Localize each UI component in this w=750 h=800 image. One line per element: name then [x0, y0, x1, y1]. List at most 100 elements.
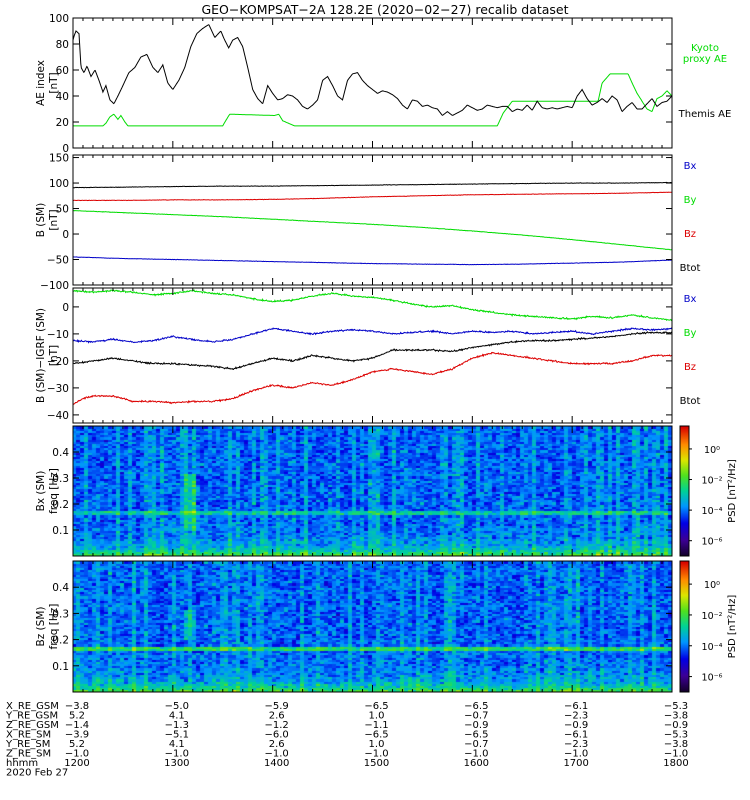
legend-by: By: [684, 195, 697, 206]
ephemeris-value: 2.6: [269, 739, 285, 750]
colorbar-tick-label: 10⁻²: [702, 611, 723, 622]
ylabel-bottom: [nT]: [48, 209, 60, 230]
ephemeris-value: −6.0: [265, 730, 289, 741]
ephemeris-value: 1.0: [369, 711, 385, 722]
series-by: [73, 209, 672, 251]
ephemeris-value: −1.0: [364, 749, 388, 760]
ephemeris-table: X_RE_GSM −3.8 −5.0 −5.9 −6.5 −6.5 −6.1 −5.3 Y_RE…: [5, 701, 689, 779]
ephemeris-value: −6.5: [364, 730, 388, 741]
ylabel-bottom: [nT]: [48, 72, 60, 93]
ephemeris-value: −6.5: [364, 701, 388, 712]
y-tick-label: −40: [47, 410, 69, 422]
legend-kyoto-proxy-ae: proxy AE: [683, 54, 727, 65]
series-kyoto-proxy-ae: [73, 73, 672, 127]
y-tick-label: 0.2: [52, 499, 69, 511]
colorbar-tick-label: 10⁻⁴: [702, 506, 723, 517]
ephemeris-value: −1.4: [65, 720, 89, 731]
ephemeris-label: Z_RE_GSM: [6, 720, 59, 731]
ephemeris-value: −5.3: [664, 730, 688, 741]
y-tick-label: 0: [62, 302, 69, 314]
ylabel-top: B (SM)−IGRF (SM): [35, 308, 47, 403]
ephemeris-value: −0.9: [664, 720, 688, 731]
legend-kyoto-proxy-ae: Kyoto: [691, 43, 719, 54]
panel-frame: [72, 17, 673, 149]
y-tick-label: 60: [56, 65, 69, 77]
y-tick-label: 50: [56, 204, 69, 216]
y-tick-label: 0.3: [52, 473, 69, 485]
ylabel-top: Bx (SM): [35, 471, 47, 512]
ephemeris-value: −0.9: [564, 720, 588, 731]
ephemeris-value: 1700: [563, 758, 588, 769]
ephemeris-value: 1300: [164, 758, 189, 769]
ephemeris-label: hhmm: [6, 758, 38, 769]
ephemeris-value: −2.3: [564, 711, 588, 722]
ylabel-bottom: freq [Hz]: [48, 604, 60, 650]
colorbar-label: PSD [nT²/Hz]: [727, 459, 738, 523]
ephemeris-value: −3.9: [65, 730, 89, 741]
ylabel-top: AE index: [35, 60, 47, 106]
ephemeris-value: 1800: [663, 758, 688, 769]
colorbar-tick-label: 10⁰: [704, 445, 720, 456]
ephemeris-label: Z_RE_SM: [6, 749, 51, 760]
ylabel-top: B (SM): [35, 203, 47, 237]
colorbar-bx_psd: [680, 426, 689, 556]
ephemeris-value: 1200: [64, 758, 89, 769]
ephemeris-value: −1.0: [165, 749, 189, 760]
y-tick-label: −10: [47, 329, 69, 341]
ephemeris-value: 2.6: [269, 711, 285, 722]
panel-bz_psd: 10⁰ 10⁻² 10⁻⁴ 10⁻⁶ PSD [nT²/Hz] 0.1 0.2 0.3 0.4 B…: [35, 560, 738, 693]
y-tick-label: 0.3: [52, 608, 69, 620]
legend-bx: Bx: [684, 161, 697, 172]
ephemeris-value: 5.2: [69, 711, 85, 722]
ephemeris-value: −1.0: [265, 749, 289, 760]
y-tick-label: 0.1: [52, 661, 69, 673]
ephemeris-value: −1.0: [65, 749, 89, 760]
series-btot: [73, 181, 672, 189]
ephemeris-value: 1500: [364, 758, 389, 769]
ephemeris-value: 4.1: [169, 739, 185, 750]
y-tick-label: 100: [49, 178, 69, 190]
ephemeris-value: −5.9: [265, 701, 289, 712]
chart-title: GEO−KOMPSAT−2A 128.2E (2020−02−27) recal…: [201, 2, 568, 17]
panel-b_igrf: Bx By Bz Btot −40 −30 −20 −10 0 B (SM)−IGRF (SM)[…: [35, 287, 701, 424]
ephemeris-value: −0.9: [464, 720, 488, 731]
series-bz: [73, 351, 672, 406]
legend-by: By: [684, 328, 697, 339]
ephemeris-value: −0.7: [464, 739, 488, 750]
ephemeris-value: 1.0: [369, 739, 385, 750]
ephemeris-value: 5.2: [69, 739, 85, 750]
ephemeris-label: X_RE_GSM: [6, 701, 59, 712]
legend-btot: Btot: [680, 263, 701, 274]
ylabel-bottom: freq [Hz]: [48, 468, 60, 514]
colorbar-tick-label: 10⁻⁶: [702, 537, 723, 548]
y-tick-label: 40: [56, 91, 69, 103]
colorbar-bz_psd: [680, 561, 689, 692]
ephemeris-value: −1.0: [564, 749, 588, 760]
ephemeris-value: −6.1: [564, 701, 588, 712]
ephemeris-label: X_RE_SM: [6, 730, 51, 741]
series-bz: [73, 191, 672, 202]
y-tick-label: 0: [62, 143, 69, 155]
legend-bz: Bz: [684, 229, 696, 240]
y-tick-label: 0.2: [52, 635, 69, 647]
y-tick-label: −100: [40, 280, 69, 292]
series-themis-ae: [73, 24, 672, 116]
panel-frame: [72, 425, 673, 557]
ephemeris-value: 4.1: [169, 711, 185, 722]
panel-bx_psd: 10⁰ 10⁻² 10⁻⁴ 10⁻⁶ PSD [nT²/Hz] 0.1 0.2 0.3 0.4 B…: [35, 425, 738, 557]
ylabel-bottom: [nT]: [48, 345, 60, 366]
ylabel-top: Bz (SM): [35, 607, 47, 647]
colorbar-frame: [679, 560, 690, 693]
panel-frame: [72, 287, 673, 424]
ephemeris-label: Y_RE_GSM: [5, 711, 58, 722]
ephemeris-value: −1.2: [265, 720, 289, 731]
ephemeris-date: 2020 Feb 27: [6, 768, 68, 779]
y-tick-label: 0: [62, 229, 69, 241]
legend-bx: Bx: [684, 294, 697, 305]
ephemeris-value: −1.3: [165, 720, 189, 731]
legend-btot: Btot: [680, 396, 701, 407]
ephemeris-value: −3.8: [65, 701, 89, 712]
y-tick-label: 80: [56, 39, 69, 51]
